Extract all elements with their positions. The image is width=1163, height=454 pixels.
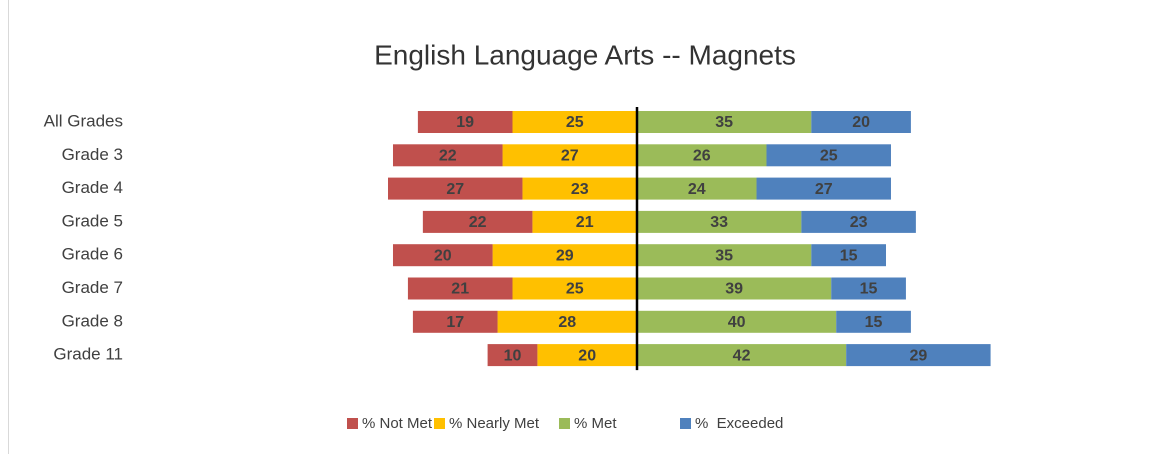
bar-segment (512, 277, 637, 300)
bar-segment (492, 244, 637, 267)
bar-segment (811, 111, 911, 133)
data-label: 15 (840, 247, 858, 264)
bar-segment (537, 344, 637, 367)
legend-swatch (347, 418, 358, 429)
category-label: Grade 4 (62, 178, 123, 197)
bar-segment (801, 210, 916, 233)
data-label: 22 (469, 214, 487, 231)
bar-segment (756, 177, 891, 200)
bar-segment (637, 277, 832, 300)
data-label: 40 (728, 314, 746, 331)
data-label: 25 (820, 148, 838, 165)
legend-label: % Nearly Met (449, 415, 540, 432)
data-label: 25 (566, 281, 584, 298)
bar-segment (766, 144, 891, 167)
data-label: 35 (715, 114, 733, 131)
bar-segment (392, 144, 503, 167)
bar-segment (637, 111, 812, 133)
data-label: 21 (451, 281, 469, 298)
data-label: 27 (446, 181, 464, 198)
bar-segment (637, 144, 767, 167)
data-label: 23 (850, 214, 868, 231)
chart-title: English Language Arts -- Magnets (374, 39, 796, 70)
data-label: 33 (710, 214, 728, 231)
chart-border (8, 0, 9, 454)
data-label: 29 (909, 347, 927, 364)
bar-segment (407, 277, 513, 300)
data-label: 27 (561, 148, 579, 165)
legend-swatch (559, 418, 570, 429)
bar-segment (532, 210, 637, 233)
bar-segment (417, 111, 513, 133)
data-label: 17 (446, 314, 464, 331)
data-label: 15 (860, 281, 878, 298)
bar-segment (637, 210, 802, 233)
data-label: 26 (693, 148, 711, 165)
legend-swatch (434, 418, 445, 429)
data-label: 39 (725, 281, 743, 298)
bar-segment (637, 344, 847, 367)
bar-segment (512, 111, 637, 133)
bar-segment (392, 244, 493, 267)
data-label: 29 (556, 247, 574, 264)
data-label: 20 (852, 114, 870, 131)
category-label: Grade 6 (62, 245, 123, 264)
data-label: 24 (688, 181, 706, 198)
category-label: Grade 5 (62, 211, 123, 230)
bar-segment (497, 310, 637, 333)
data-label: 21 (576, 214, 594, 231)
data-label: 42 (733, 347, 751, 364)
data-label: 35 (715, 247, 733, 264)
data-label: 19 (456, 114, 474, 131)
legend-label: % Met (574, 415, 617, 432)
bar-segment (412, 310, 498, 333)
legend-swatch (680, 418, 691, 429)
bar-segment (422, 210, 533, 233)
bar-segment (637, 244, 812, 267)
bar-segment (637, 177, 757, 200)
bar-segment (637, 310, 837, 333)
data-label: 27 (815, 181, 833, 198)
bar-segment (502, 144, 637, 167)
data-label: 23 (571, 181, 589, 198)
data-label: 20 (434, 247, 452, 264)
bar-segment (522, 177, 637, 200)
category-label: Grade 11 (53, 345, 123, 364)
category-label: Grade 7 (62, 278, 123, 297)
data-label: 28 (558, 314, 576, 331)
data-label: 25 (566, 114, 584, 131)
bar-segment (487, 344, 538, 367)
bar-segment (388, 177, 523, 200)
data-label: 20 (578, 347, 596, 364)
legend-label: % Not Met (362, 415, 433, 432)
data-label: 10 (504, 347, 522, 364)
bar-segment (846, 344, 991, 367)
data-label: 15 (865, 314, 883, 331)
bar-segment (836, 310, 911, 333)
category-label: All Grades (44, 111, 123, 130)
legend-label: % Exceeded (695, 415, 783, 432)
category-label: Grade 3 (62, 145, 123, 164)
bar-segment (811, 244, 886, 267)
data-label: 22 (439, 148, 457, 165)
bar-segment (831, 277, 906, 300)
category-label: Grade 8 (62, 311, 123, 330)
